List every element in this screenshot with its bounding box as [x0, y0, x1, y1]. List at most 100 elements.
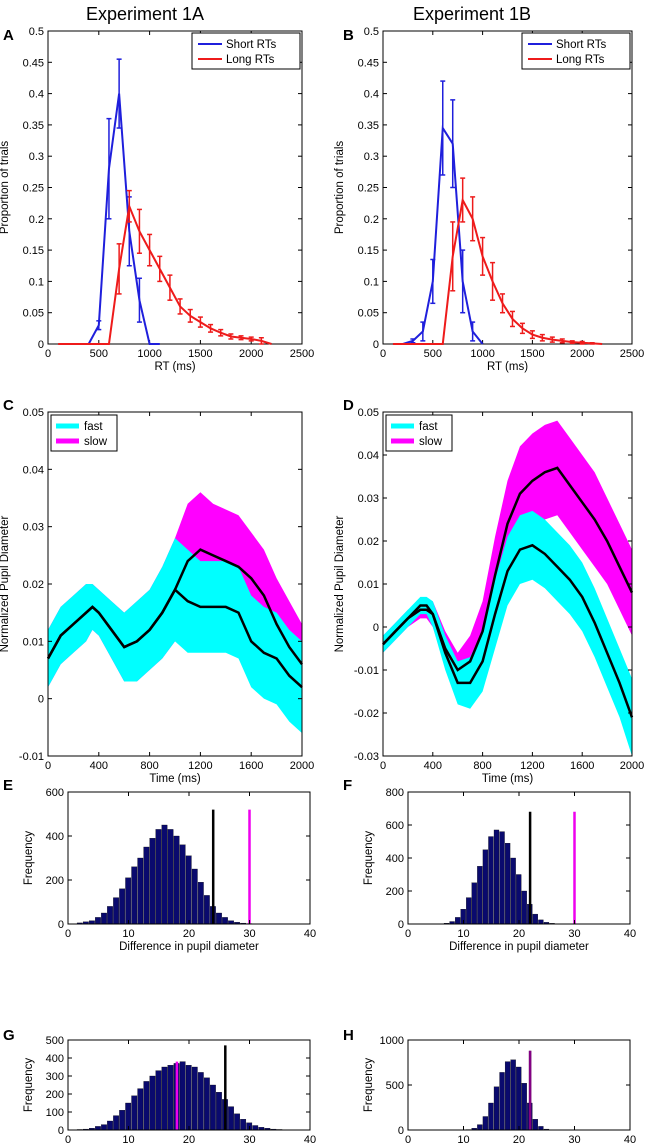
- histogram-bar: [125, 877, 132, 925]
- x-tick-label: 2000: [620, 760, 644, 772]
- x-tick-label: 2000: [570, 348, 594, 360]
- histogram-bar: [161, 824, 168, 925]
- histogram-bar: [488, 836, 494, 925]
- x-tick-label: 2500: [620, 348, 644, 360]
- y-axis-label: Frequency: [363, 831, 375, 886]
- panel-letter-c: C: [3, 397, 14, 414]
- x-tick-label: 0: [380, 760, 386, 772]
- y-tick-label: 0.5: [29, 26, 44, 38]
- y-tick-label: -0.01: [354, 665, 379, 677]
- histogram-bar: [482, 1116, 489, 1131]
- histogram-bar: [155, 1070, 162, 1131]
- chart-pupil-timecourse-1a: 0 400 800 1200 1600 2000-0.0100.010.020.030.0…: [0, 407, 314, 785]
- x-tick-label: 1600: [239, 760, 263, 772]
- histogram-bar: [131, 866, 138, 925]
- y-tick-label: 1000: [380, 1035, 404, 1047]
- legend-label: Short RTs: [556, 39, 607, 51]
- histogram-bar: [471, 882, 477, 925]
- histogram-bar: [482, 849, 489, 925]
- y-tick-label: 0: [398, 1125, 404, 1137]
- chart-histogram-h: 01020304005001000Difference in pupil dia…: [363, 1035, 636, 1144]
- x-tick-label: 400: [424, 760, 442, 772]
- histogram-bar: [131, 1095, 138, 1131]
- y-tick-label: 0.02: [358, 536, 379, 548]
- x-tick-label: 2000: [239, 348, 263, 360]
- y-tick-label: 400: [46, 1053, 64, 1065]
- y-axis-label: Proportion of trials: [334, 141, 346, 235]
- y-tick-label: 0.45: [23, 57, 44, 69]
- histogram-bar: [185, 855, 192, 925]
- x-tick-label: 0: [65, 928, 71, 940]
- y-axis-label: Frequency: [23, 1058, 35, 1113]
- y-tick-label: 600: [46, 787, 64, 799]
- x-tick-label: 10: [122, 1134, 134, 1144]
- y-tick-label: 0.4: [29, 89, 44, 101]
- y-axis-label: Normalized Pupil Diameter: [0, 515, 11, 652]
- histogram-bar: [538, 1126, 544, 1131]
- x-tick-label: 30: [568, 1134, 580, 1144]
- histogram-bar: [504, 843, 511, 925]
- histogram-bar: [107, 1120, 113, 1131]
- histogram-bar: [119, 1110, 126, 1131]
- y-tick-label: 0.01: [23, 636, 44, 648]
- x-tick-label: 40: [624, 928, 636, 940]
- plot-frame: [382, 30, 633, 345]
- histogram-bar: [210, 1084, 216, 1131]
- histogram-bar: [504, 1061, 511, 1131]
- panel-letter-h: H: [343, 1027, 354, 1044]
- x-axis-label: RT (ms): [154, 361, 195, 373]
- histogram-bar: [197, 1072, 204, 1131]
- panel-letter-g: G: [3, 1027, 15, 1044]
- mean-line-fast: [382, 543, 634, 718]
- x-tick-label: 0: [45, 760, 51, 772]
- histogram-bar: [477, 866, 483, 925]
- y-tick-label: 0.35: [23, 120, 44, 132]
- series-line-long: [58, 202, 272, 345]
- title-experiment-1a: Experiment 1A: [86, 4, 204, 24]
- x-tick-label: 500: [90, 348, 108, 360]
- y-tick-label: 0.3: [364, 151, 379, 163]
- histogram-bar: [143, 1081, 150, 1131]
- histogram-bar: [173, 835, 180, 925]
- x-tick-label: 400: [90, 760, 108, 772]
- histogram-bar: [216, 912, 222, 925]
- legend-box: [385, 414, 453, 452]
- x-tick-label: 1000: [137, 348, 161, 360]
- x-tick-label: 10: [457, 1134, 469, 1144]
- y-tick-label: 0.1: [364, 276, 379, 288]
- legend-label: Long RTs: [556, 54, 605, 66]
- histogram-bar: [167, 829, 174, 925]
- histogram-bar: [203, 895, 210, 925]
- x-tick-label: 30: [568, 928, 580, 940]
- x-tick-label: 800: [140, 760, 158, 772]
- x-tick-label: 1500: [188, 348, 212, 360]
- histogram-bar: [107, 906, 113, 925]
- histogram-bar: [466, 897, 472, 925]
- x-tick-label: 1000: [470, 348, 494, 360]
- y-tick-label: 0.05: [23, 407, 44, 419]
- histogram-bar: [234, 1113, 240, 1131]
- histogram-bar: [143, 846, 150, 925]
- x-tick-label: 40: [624, 1134, 636, 1144]
- histogram-bar: [499, 831, 505, 925]
- histogram-bar: [477, 1124, 483, 1131]
- x-axis-label: RT (ms): [487, 361, 528, 373]
- panel-letter-b: B: [343, 27, 354, 44]
- y-tick-label: 200: [46, 1089, 64, 1101]
- legend-box: [50, 414, 118, 452]
- y-tick-label: 0.2: [29, 214, 44, 226]
- y-tick-label: 0.05: [23, 308, 44, 320]
- histogram-bar: [155, 829, 162, 925]
- histogram-bar: [191, 868, 198, 925]
- histogram-bar: [510, 857, 516, 925]
- x-tick-label: 2500: [290, 348, 314, 360]
- x-tick-label: 30: [243, 1134, 255, 1144]
- x-axis-label: Time (ms): [149, 773, 200, 785]
- y-tick-label: 400: [386, 853, 404, 865]
- y-tick-label: 0: [38, 694, 44, 706]
- y-tick-label: 200: [46, 875, 64, 887]
- histogram-bar: [521, 890, 527, 925]
- y-tick-label: -0.01: [19, 751, 44, 763]
